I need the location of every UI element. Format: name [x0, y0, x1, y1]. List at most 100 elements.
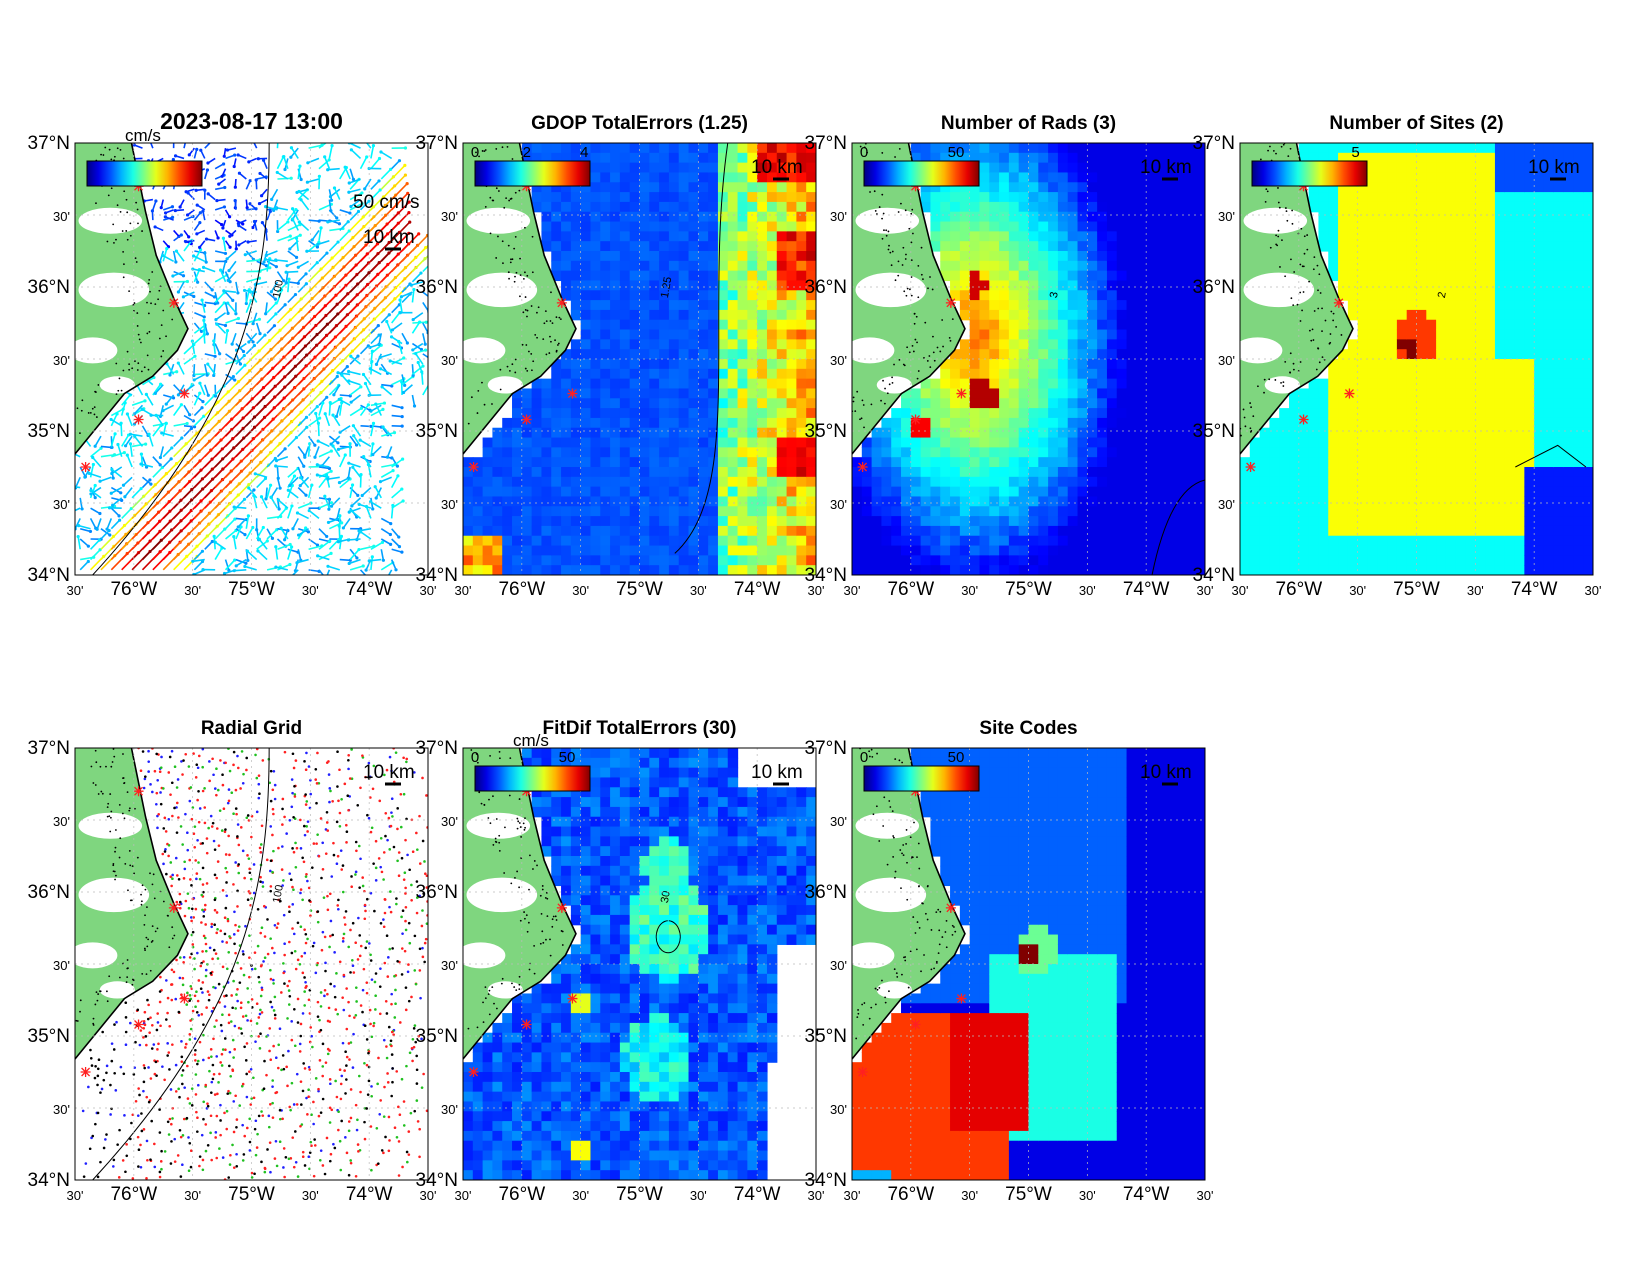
lon-tick-label: 76°W	[498, 579, 545, 600]
current-vector	[391, 221, 411, 242]
vector-head	[313, 455, 317, 459]
grid-cell	[1136, 398, 1147, 409]
lon-tick-label: 30'	[302, 583, 319, 598]
vector-head	[291, 527, 295, 531]
grid-cell	[747, 476, 758, 488]
grid-cell	[708, 398, 719, 409]
grid-cell	[649, 143, 660, 154]
grid-cell	[1028, 221, 1039, 232]
grid-cell	[806, 300, 816, 311]
grid-cell	[1028, 329, 1039, 340]
vector-head	[385, 319, 389, 324]
grid-cell	[999, 172, 1010, 183]
grid-cell	[639, 417, 650, 429]
grid-cell	[1126, 457, 1137, 468]
grid-cell	[989, 270, 1000, 282]
vector-head	[340, 521, 344, 525]
grid-cell	[776, 467, 788, 478]
grid-cell	[757, 329, 768, 340]
vector-head	[430, 358, 433, 361]
grid-cell	[1057, 427, 1069, 439]
grid-cell	[717, 457, 729, 468]
grid-cell	[1008, 162, 1020, 174]
grid-cell	[610, 516, 621, 527]
grid-cell	[570, 555, 582, 566]
coast-dot	[495, 257, 498, 259]
grid-cell	[551, 496, 562, 507]
grid-cell	[521, 535, 533, 547]
grid-cell	[1146, 251, 1157, 262]
grid-cell	[920, 457, 932, 468]
grid-cell	[806, 555, 816, 566]
current-vector	[92, 456, 102, 468]
grid-cell	[619, 319, 631, 331]
grid-cell	[881, 417, 892, 429]
vector-head	[252, 343, 257, 348]
grid-cell	[1077, 476, 1088, 488]
grid-cell	[786, 496, 797, 507]
current-vector	[253, 495, 258, 509]
current-vector	[255, 322, 261, 334]
grid-cell	[786, 476, 797, 488]
grid-cell	[1008, 427, 1020, 439]
grid-cell	[1057, 398, 1069, 409]
grid-cell	[1116, 241, 1128, 252]
vector-head	[356, 493, 360, 497]
grid-cell	[600, 152, 611, 164]
grid-cell	[512, 565, 523, 575]
grid-cell	[989, 201, 1000, 213]
grid-cell	[717, 417, 729, 429]
vector-head	[198, 391, 202, 395]
grid-cell	[580, 359, 592, 370]
grid-cell	[541, 565, 552, 575]
current-vector	[248, 332, 258, 343]
vector-head	[274, 258, 278, 262]
grid-cell	[776, 535, 788, 547]
vector-head	[377, 179, 381, 183]
grid-cell	[1028, 280, 1039, 291]
grid-cell	[1048, 565, 1059, 575]
grid-cell	[698, 182, 709, 193]
current-vector	[292, 518, 299, 530]
grid-cell	[492, 427, 503, 439]
current-vector	[149, 143, 154, 149]
current-vector	[152, 466, 163, 478]
grid-cell	[999, 280, 1010, 291]
coast-dot	[557, 342, 560, 345]
vector-head	[378, 355, 382, 359]
grid-cell	[950, 408, 961, 419]
grid-cell	[776, 221, 788, 232]
grid-cell	[1067, 251, 1079, 262]
coast-dot	[123, 190, 126, 193]
grid-cell	[561, 270, 572, 282]
current-vector	[297, 487, 307, 496]
grid-cell	[482, 535, 494, 547]
grid-cell	[717, 280, 729, 291]
grid-cell	[796, 339, 807, 350]
grid-cell	[806, 388, 816, 399]
current-vector	[193, 373, 206, 381]
vector-head	[323, 412, 327, 416]
grid-cell	[1087, 241, 1098, 252]
grid-cell	[910, 447, 922, 458]
vector-head	[419, 271, 423, 275]
current-vector	[350, 198, 361, 208]
vector-head	[93, 444, 97, 448]
vector-head	[323, 155, 327, 159]
grid-cell	[1018, 457, 1030, 468]
vector-head	[181, 295, 186, 299]
grid-cell	[531, 506, 543, 517]
vector-head	[251, 525, 255, 530]
vector-head	[237, 171, 242, 175]
grid-cell	[678, 467, 690, 478]
current-vector	[110, 408, 124, 417]
grid-cell	[531, 417, 543, 429]
grid-cell	[492, 476, 503, 488]
coast-dot	[107, 194, 110, 197]
grid-cell	[989, 398, 1000, 409]
grid-cell	[901, 486, 912, 498]
vector-head	[348, 211, 352, 215]
current-vector	[99, 476, 112, 482]
grid-cell	[610, 329, 621, 340]
grid-cell	[590, 378, 601, 390]
